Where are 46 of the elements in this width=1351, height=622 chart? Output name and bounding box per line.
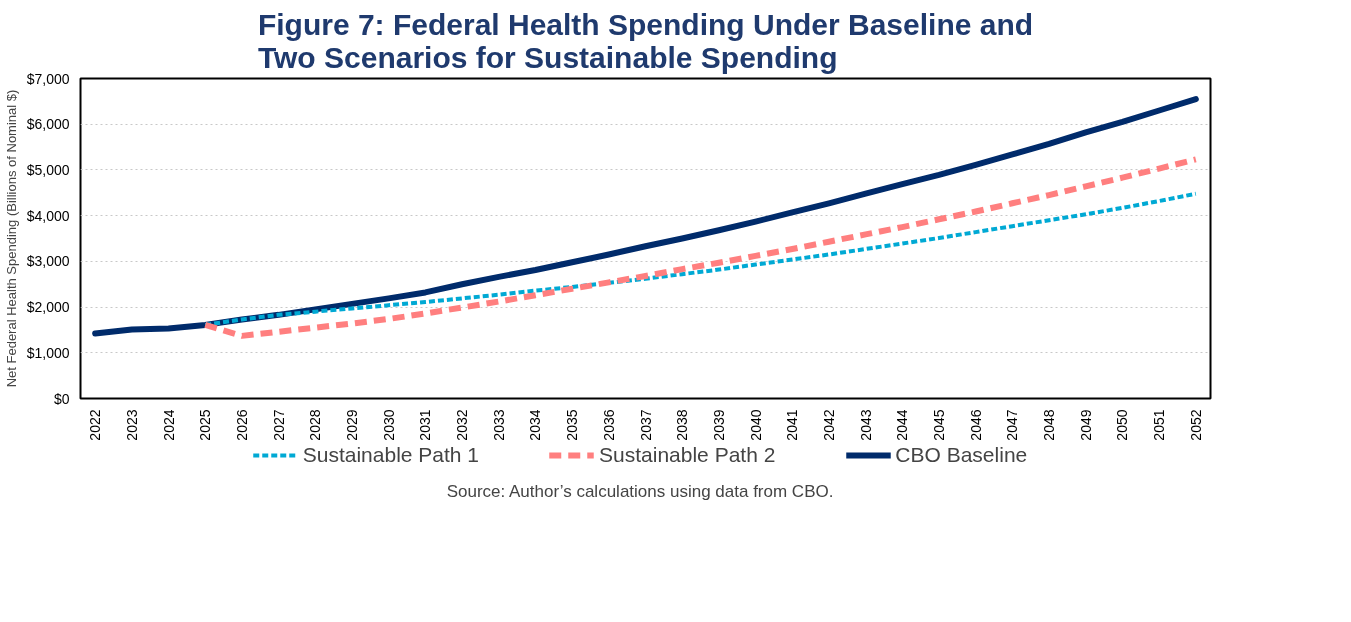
x-tick-label: 2039 xyxy=(710,409,727,441)
y-tick-label: $6,000 xyxy=(26,116,70,133)
y-tick-label: $5,000 xyxy=(26,161,70,178)
x-tick-label: 2028 xyxy=(307,409,324,441)
x-tick-label: 2046 xyxy=(967,409,984,441)
x-tick-label: 2025 xyxy=(197,409,214,441)
x-tick-label: 2043 xyxy=(857,409,874,441)
y-axis-title: Net Federal Health Spending (Billions of Nominal $) xyxy=(3,89,19,388)
x-tick-label: 2048 xyxy=(1041,409,1058,441)
x-tick-label: 2040 xyxy=(747,409,764,441)
x-tick-label: 2044 xyxy=(894,409,911,441)
y-tick-label: $7,000 xyxy=(26,70,70,87)
x-tick-label: 2027 xyxy=(270,409,287,441)
legend-label: Sustainable Path 1 xyxy=(302,443,480,467)
x-tick-label: 2030 xyxy=(380,409,397,441)
y-tick-label: $3,000 xyxy=(26,253,70,270)
x-tick-label: 2029 xyxy=(343,409,360,441)
x-tick-label: 2037 xyxy=(637,409,654,441)
x-tick-label: 2052 xyxy=(1187,409,1204,441)
x-tick-label: 2047 xyxy=(1004,409,1021,441)
x-tick-label: 2051 xyxy=(1151,409,1168,441)
x-tick-label: 2042 xyxy=(820,409,837,441)
x-tick-label: 2050 xyxy=(1114,409,1131,441)
source-note: Source: Author’s calculations using data from CBO. xyxy=(446,481,834,501)
x-tick-label: 2034 xyxy=(527,409,544,441)
x-tick-label: 2032 xyxy=(454,409,471,441)
legend-label: CBO Baseline xyxy=(895,443,1028,467)
y-tick-label: $4,000 xyxy=(26,207,70,224)
line-series xyxy=(203,191,1198,327)
chart-title: Figure 7: Federal Health Spending Under Baseline and Two Scenarios for Sustainable Spending xyxy=(257,7,1034,74)
x-tick-label: 2045 xyxy=(931,409,948,441)
legend-label: Sustainable Path 2 xyxy=(599,443,776,467)
x-tick-label: 2049 xyxy=(1077,409,1094,441)
x-tick-label: 2036 xyxy=(600,409,617,441)
x-tick-label: 2041 xyxy=(784,409,801,441)
y-tick-label: $2,000 xyxy=(26,299,70,316)
x-tick-label: 2035 xyxy=(564,409,581,441)
x-tick-label: 2033 xyxy=(490,409,507,441)
x-tick-label: 2031 xyxy=(417,409,434,441)
y-tick-label: $0 xyxy=(53,390,70,407)
y-tick-label: $1,000 xyxy=(26,344,70,361)
x-tick-label: 2024 xyxy=(160,409,177,441)
x-tick-label: 2026 xyxy=(233,409,250,441)
x-tick-label: 2022 xyxy=(87,409,104,441)
x-tick-label: 2038 xyxy=(674,409,691,441)
x-tick-label: 2023 xyxy=(123,409,140,441)
